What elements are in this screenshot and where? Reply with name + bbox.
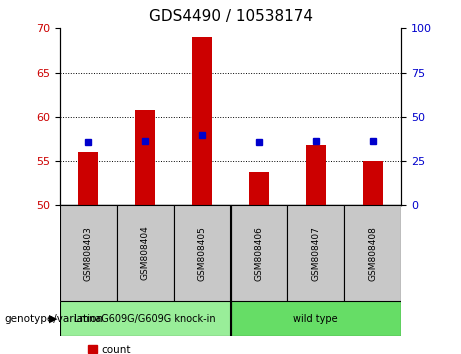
Text: LmnaG609G/G609G knock-in: LmnaG609G/G609G knock-in — [74, 314, 216, 324]
Title: GDS4490 / 10538174: GDS4490 / 10538174 — [148, 9, 313, 24]
Bar — [117, 205, 174, 301]
Bar — [135, 110, 155, 205]
Bar — [363, 161, 383, 205]
Bar — [192, 37, 212, 205]
Text: ▶: ▶ — [49, 314, 58, 324]
Text: GSM808407: GSM808407 — [311, 225, 320, 281]
Bar — [60, 301, 230, 336]
Bar — [78, 152, 98, 205]
Bar — [249, 172, 269, 205]
Text: GSM808403: GSM808403 — [84, 225, 93, 281]
Bar — [287, 205, 344, 301]
Text: wild type: wild type — [294, 314, 338, 324]
Bar — [174, 205, 230, 301]
Bar — [306, 145, 326, 205]
Bar — [60, 205, 117, 301]
Text: GSM808405: GSM808405 — [198, 225, 207, 281]
Text: GSM808406: GSM808406 — [254, 225, 263, 281]
Text: genotype/variation: genotype/variation — [5, 314, 104, 324]
Bar — [344, 205, 401, 301]
Legend: count, percentile rank within the sample: count, percentile rank within the sample — [88, 345, 278, 354]
Text: GSM808404: GSM808404 — [141, 226, 150, 280]
Bar — [230, 205, 287, 301]
Text: GSM808408: GSM808408 — [368, 225, 377, 281]
Bar — [230, 301, 401, 336]
